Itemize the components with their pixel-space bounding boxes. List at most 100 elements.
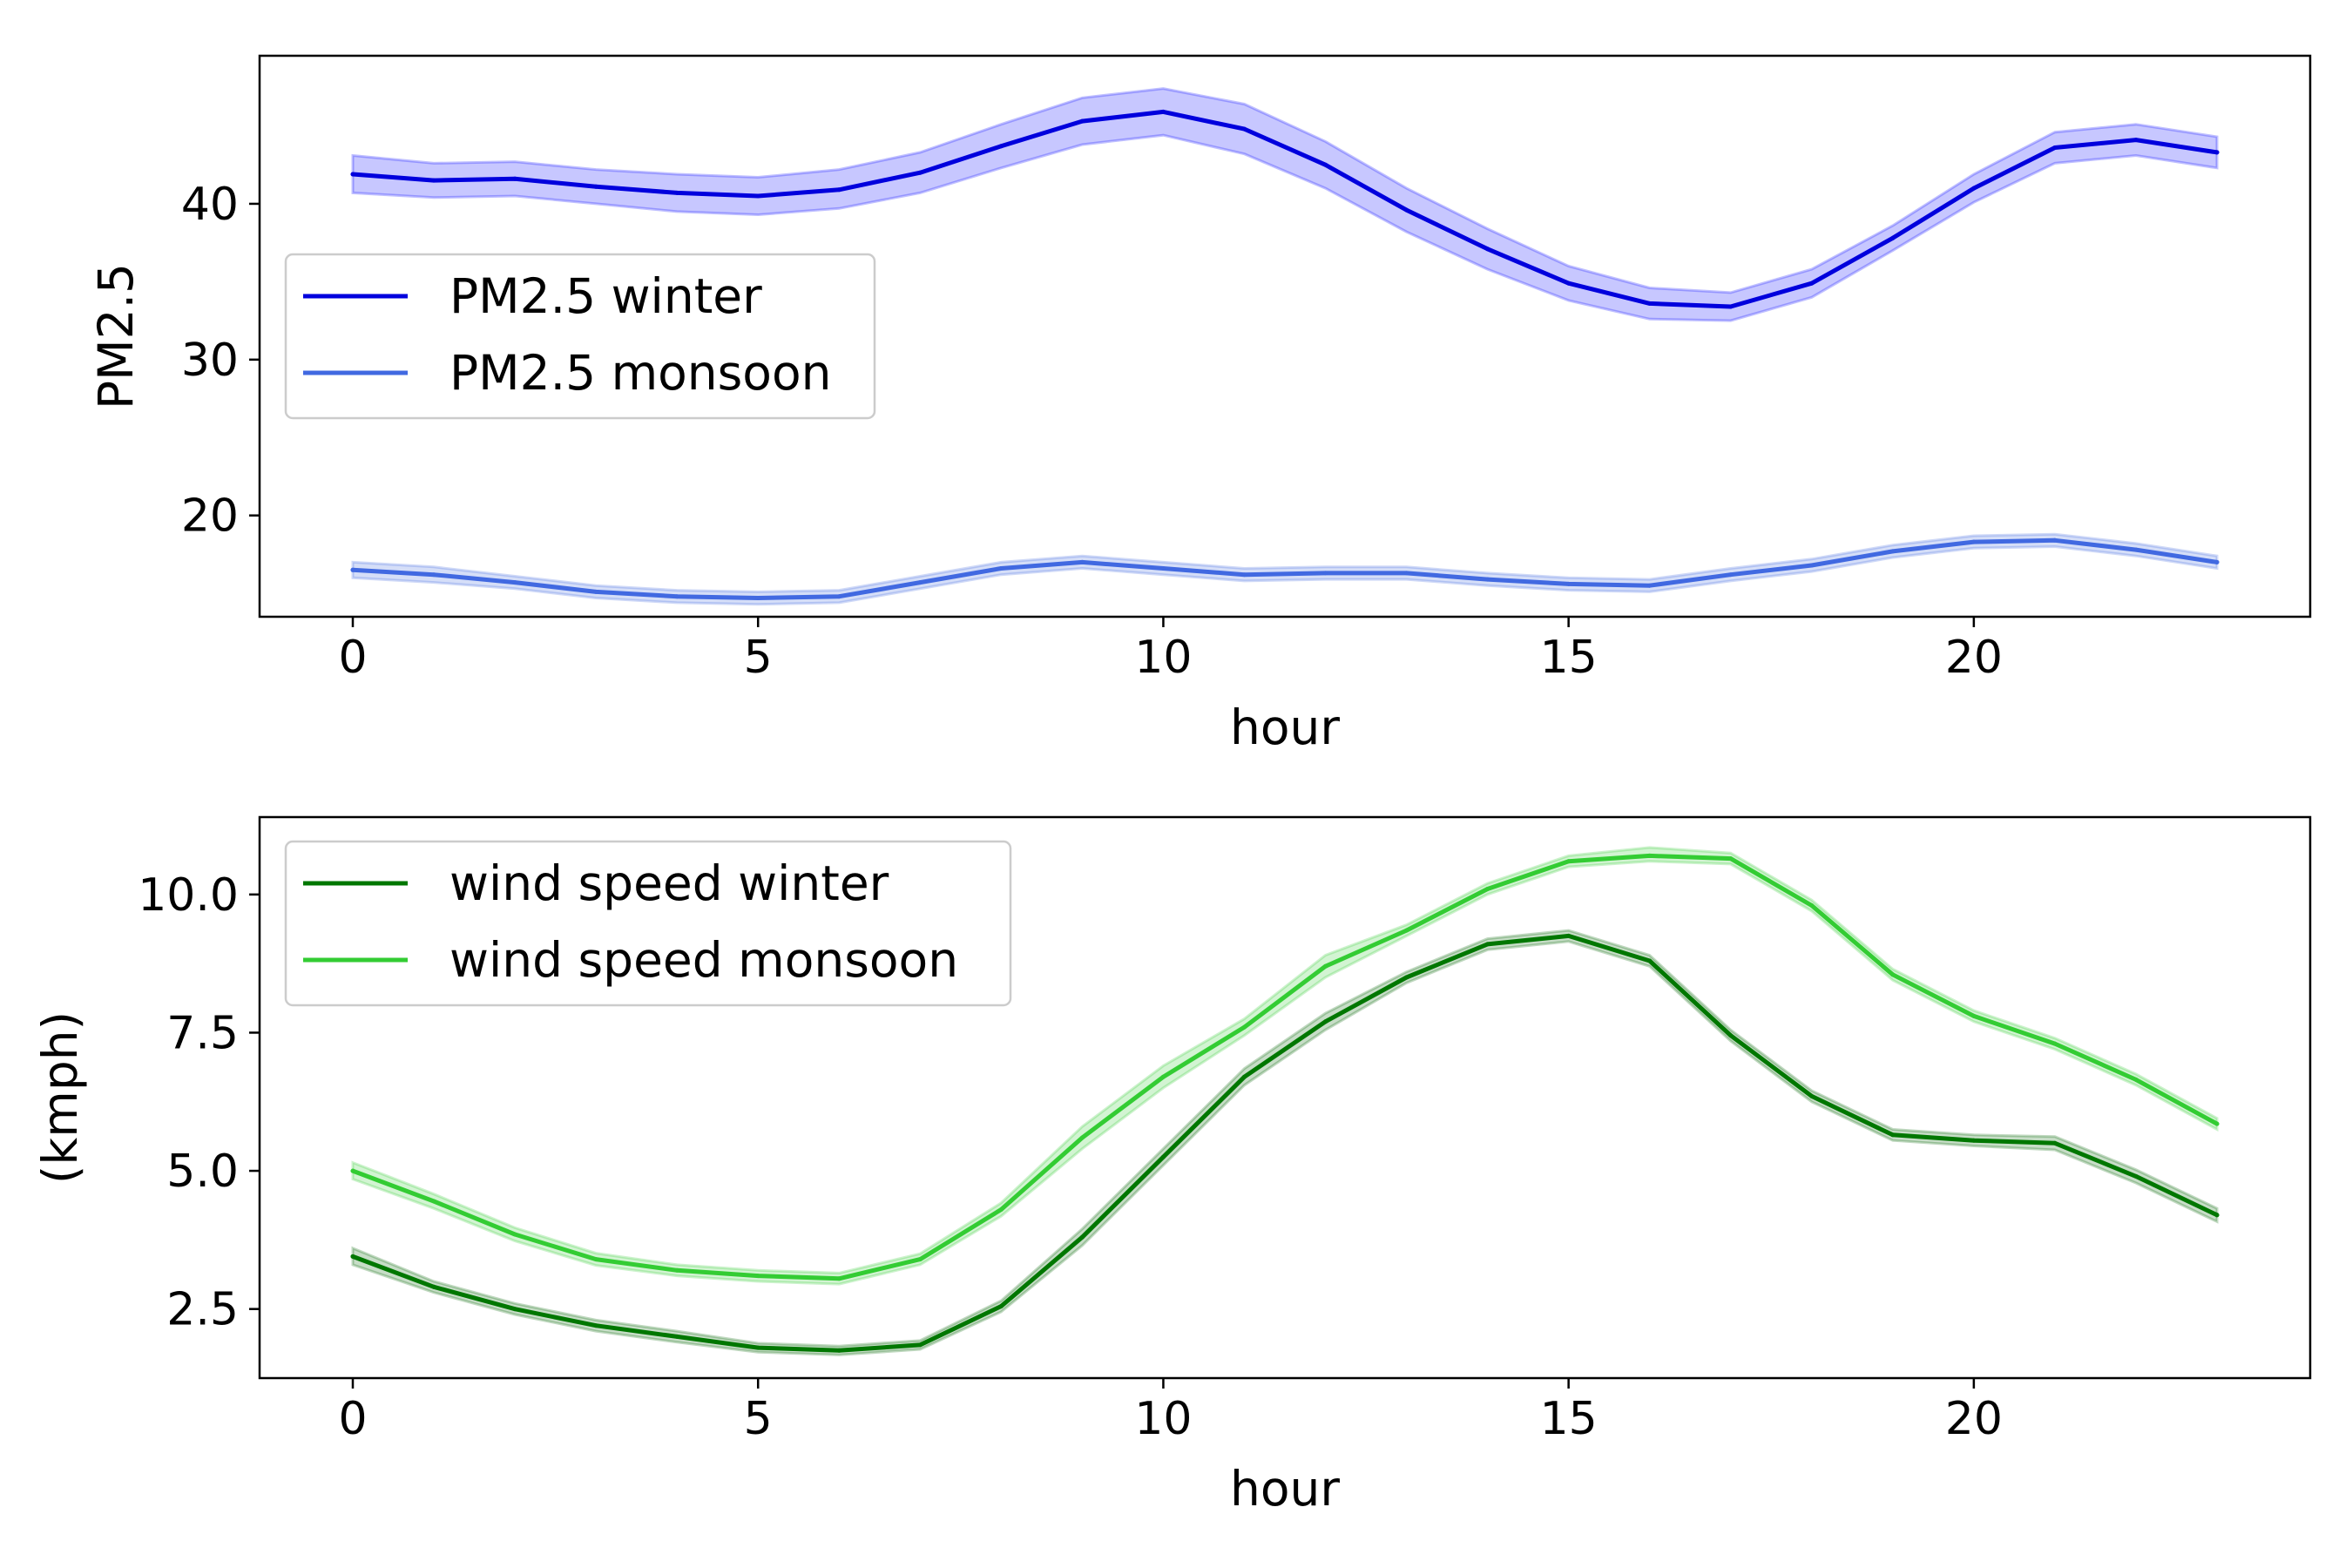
legend-label: PM2.5 winter [449, 268, 762, 324]
pm2-5-winter-point [836, 187, 841, 193]
wind-speed-monsoon-point [1809, 903, 1815, 908]
pm2-5-winter-point [2214, 150, 2220, 155]
pm2-5-monsoon-point [1971, 539, 1977, 544]
pm2-5-winter-point [1890, 235, 1896, 240]
wind-speed-winter-point [1404, 975, 1409, 980]
wind-speed-winter-point [1971, 1138, 1977, 1143]
pm2-5-monsoon-point [1566, 581, 1571, 586]
pm2-5-monsoon-point [2133, 547, 2139, 552]
wind-speed-monsoon-point [1079, 1135, 1085, 1140]
y-tick-label: 10.0 [138, 869, 239, 922]
wind-speed-monsoon-point [2052, 1041, 2058, 1046]
wind-speed-monsoon-point [1890, 972, 1896, 977]
wind-speed-winter-point [755, 1345, 760, 1350]
pm2-5-monsoon-point [1242, 572, 1247, 578]
pm2-5-monsoon-point [1404, 571, 1409, 576]
wind-speed-winter-point [674, 1334, 679, 1339]
plot-frame [258, 815, 2312, 1380]
legend-label: wind speed monsoon [449, 932, 958, 988]
wind-speed-winter-point [1647, 958, 1652, 963]
pm2-5-winter-point [755, 193, 760, 199]
wind-speed-winter-point [1485, 942, 1490, 947]
pm2-5-monsoon-point [593, 589, 598, 594]
pm2-5-monsoon-point [1079, 559, 1085, 564]
pm2-5-winter-point [1323, 162, 1328, 167]
x-tick-label: 20 [1945, 1393, 2003, 1445]
legend-box [284, 840, 1012, 1007]
wind-speed-winter-point [431, 1284, 436, 1289]
wind-speed-winter-point [836, 1348, 841, 1353]
y-tick-label: 7.5 [166, 1007, 239, 1059]
pm2-5-winter-confidence-band [351, 87, 2219, 322]
wind-speed-winter-point [1728, 1033, 1734, 1038]
wind-speed-monsoon-point [1728, 856, 1734, 862]
wind-speed-chart: 0 5 10 15 20 2.5 5.0 7.5 10.0 hour (kmph) wind spee… [32, 815, 2312, 1517]
x-tick-label: 0 [338, 1393, 367, 1445]
wind-speed-winter-point [593, 1323, 598, 1328]
wind-speed-winter-point [1242, 1074, 1247, 1079]
x-tick-label: 15 [1540, 1393, 1598, 1445]
pm2-5-winter-point [674, 190, 679, 195]
wind-speed-monsoon-point [755, 1274, 760, 1279]
wind-speed-winter-point [2133, 1173, 2139, 1179]
wind-speed-monsoon-point [2214, 1121, 2220, 1126]
pm2-5-winter-point [1566, 280, 1571, 286]
wind-speed-monsoon-point [350, 1168, 355, 1173]
x-tick-label: 20 [1945, 632, 2003, 684]
wind-speed-winter-point [2214, 1213, 2220, 1218]
pm2-5-winter-line [350, 109, 2220, 309]
wind-speed-winter-point [998, 1304, 1004, 1308]
x-tick-label: 10 [1134, 1393, 1192, 1445]
wind-speed-winter-point [1566, 933, 1571, 938]
pm2-5-monsoon-point [755, 596, 760, 600]
pm2-5-winter-point [431, 178, 436, 183]
pm2-5-winter-point [1809, 280, 1815, 286]
pm2-5-monsoon-confidence-band [351, 532, 2219, 606]
wind-speed-winter-line [350, 933, 2220, 1353]
pm2-5-winter-point [1485, 247, 1490, 252]
pm2-5-monsoon-point [431, 572, 436, 578]
pm2-5-monsoon-point [1809, 563, 1815, 568]
pm2-5-monsoon-point [2214, 559, 2220, 564]
legend-box [284, 253, 876, 420]
wind-speed-monsoon-point [1160, 1074, 1166, 1079]
x-tick-label: 5 [744, 632, 773, 684]
x-axis-label: hour [1230, 1461, 1340, 1517]
y-tick-label: 40 [181, 179, 239, 231]
wind-speed-winter-point [350, 1254, 355, 1259]
legend: wind speed winter wind speed monsoon [284, 840, 1012, 1007]
wind-speed-monsoon-point [1566, 859, 1571, 864]
pm2-5-monsoon-point [836, 594, 841, 599]
pm2-5-monsoon-point [917, 580, 923, 585]
wind-speed-monsoon-point [2133, 1077, 2139, 1082]
legend: PM2.5 winter PM2.5 monsoon [284, 253, 876, 420]
y-tick-label: 20 [181, 490, 239, 543]
wind-speed-winter-point [512, 1307, 517, 1312]
x-tick-label: 5 [744, 1393, 773, 1445]
wind-speed-monsoon-point [1404, 928, 1409, 933]
wind-speed-monsoon-point [1323, 963, 1328, 969]
wind-speed-monsoon-point [674, 1267, 679, 1273]
wind-speed-winter-point [1809, 1093, 1815, 1098]
pm2-5-winter-point [512, 176, 517, 181]
pm2-5-monsoon-point [1323, 571, 1328, 576]
wind-speed-monsoon-point [917, 1257, 923, 1262]
pm2-5-monsoon-point [1485, 577, 1490, 582]
x-axis-label: hour [1230, 700, 1340, 755]
pm2-5-monsoon-point [998, 566, 1004, 571]
wind-speed-monsoon-point [593, 1257, 598, 1262]
wind-speed-winter-point [2052, 1140, 2058, 1146]
x-tick-label: 15 [1540, 632, 1598, 684]
y-axis-label: (kmph) [32, 1011, 88, 1184]
pm2-5-monsoon-line [350, 537, 2220, 600]
pm2-5-winter-point [1647, 301, 1652, 306]
wind-speed-monsoon-point [431, 1199, 436, 1204]
wind-speed-winter-point [1323, 1019, 1328, 1024]
wind-speed-winter-point [1890, 1132, 1896, 1138]
pm2-5-winter-point [1242, 126, 1247, 132]
wind-speed-monsoon-point [1485, 887, 1490, 891]
pm2-5-winter-point [593, 184, 598, 189]
pm2-5-monsoon-point [1160, 566, 1166, 571]
